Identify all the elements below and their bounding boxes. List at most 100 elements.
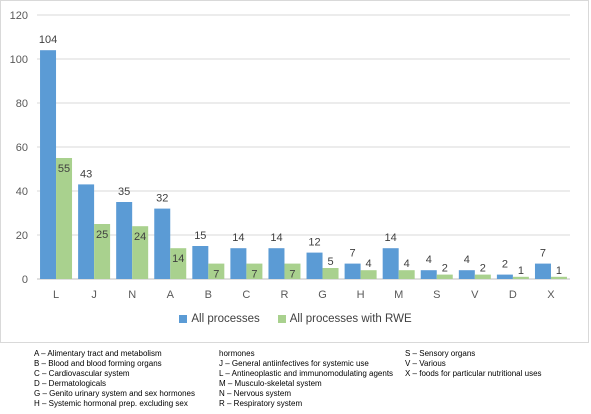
bar-all-processes	[192, 246, 209, 279]
code-line: A – Alimentary tract and metabolism	[34, 349, 162, 358]
code-column-1: A – Alimentary tract and metabolism B – …	[34, 349, 195, 410]
bar-all-processes	[40, 50, 57, 280]
y-tick-label: 0	[22, 274, 28, 286]
y-tick-label: 100	[10, 54, 28, 66]
bar-all-processes	[496, 274, 513, 279]
x-tick-label: B	[205, 289, 212, 301]
bar-rwe	[94, 224, 111, 279]
bar-rwe	[170, 248, 187, 279]
bar-all-processes	[230, 248, 247, 279]
code-line: hormones	[219, 349, 255, 358]
code-line: D – Dermatologicals	[34, 379, 107, 389]
data-label-rwe: 24	[134, 231, 146, 243]
code-line: B – Blood and blood forming organs	[34, 359, 162, 369]
bar-all-processes	[534, 263, 551, 279]
code-line: N – Nervous system	[219, 389, 292, 399]
y-tick-label: 80	[16, 98, 28, 110]
bar-rwe	[512, 276, 529, 279]
bar-all-processes	[458, 270, 475, 279]
code-line: G – Genito urinary system and sex hormon…	[34, 389, 195, 399]
data-label-rwe: 1	[556, 265, 562, 277]
code-line: X – foods for particular nutritional use…	[405, 369, 542, 379]
data-label-all-processes: 14	[385, 232, 397, 244]
data-label-rwe: 4	[404, 258, 410, 270]
data-label-all-processes: 43	[80, 168, 92, 180]
legend-label-rwe: All processes with RWE	[289, 313, 412, 325]
bar-rwe	[474, 274, 491, 279]
x-tick-label: V	[471, 289, 479, 301]
code-line: M – Musculo-skeletal system	[219, 379, 322, 389]
data-label-rwe: 7	[289, 269, 295, 281]
bar-all-processes	[382, 248, 399, 279]
bar-rwe	[208, 263, 225, 279]
data-label-rwe: 55	[58, 163, 70, 175]
data-label-rwe: 2	[442, 263, 448, 275]
chart-legend: All processes All processes with RWE	[0, 313, 591, 325]
data-label-all-processes: 14	[232, 232, 244, 244]
bar-all-processes	[78, 184, 95, 279]
bar-all-processes	[154, 208, 171, 279]
data-label-all-processes: 104	[39, 34, 57, 46]
data-label-rwe: 25	[96, 229, 108, 241]
data-label-rwe: 7	[251, 269, 257, 281]
data-label-rwe: 2	[480, 263, 486, 275]
code-line: S – Sensory organs	[405, 349, 476, 358]
legend-swatch-rwe	[277, 315, 286, 323]
y-tick-label: 60	[16, 142, 28, 154]
bar-all-processes	[420, 270, 437, 279]
legend-label-all-processes: All processes	[191, 313, 260, 325]
x-tick-label: L	[53, 289, 59, 301]
bar-rwe	[132, 226, 149, 279]
code-column-2: hormones J – General antiinfectives for …	[219, 349, 393, 410]
bar-rwe	[246, 263, 263, 279]
x-tick-label: J	[91, 289, 97, 301]
code-line: J – General antiinfectives for systemic …	[219, 359, 369, 369]
code-line: H – Systemic hormonal prep. excluding se…	[34, 399, 188, 409]
bar-chart: 02040608010012010455L4325J3524N3214A157B…	[10, 10, 570, 301]
legend-item-rwe: All processes with RWE	[277, 313, 412, 325]
data-label-all-processes: 14	[270, 232, 282, 244]
data-label-rwe: 1	[518, 265, 524, 277]
bar-rwe	[398, 270, 415, 279]
bar-rwe	[284, 263, 301, 279]
data-label-all-processes: 4	[426, 254, 432, 266]
data-label-all-processes: 4	[464, 254, 470, 266]
data-label-all-processes: 7	[540, 248, 546, 260]
data-label-all-processes: 12	[308, 237, 320, 249]
x-tick-label: R	[280, 289, 288, 301]
data-label-all-processes: 15	[194, 230, 206, 242]
legend-swatch-all-processes	[179, 315, 188, 323]
data-label-rwe: 14	[172, 253, 184, 265]
data-label-all-processes: 2	[502, 259, 508, 271]
code-line: C – Cardiovascular system	[34, 369, 130, 379]
bar-rwe	[360, 270, 377, 279]
x-tick-label: N	[128, 289, 136, 301]
x-tick-label: A	[167, 289, 175, 301]
bar-all-processes	[344, 263, 361, 279]
bar-all-processes	[268, 248, 285, 279]
x-tick-label: H	[357, 289, 365, 301]
data-label-rwe: 5	[327, 256, 333, 268]
x-tick-label: D	[509, 289, 517, 301]
bar-all-processes	[116, 202, 133, 279]
data-label-all-processes: 32	[156, 193, 168, 205]
data-label-all-processes: 35	[118, 186, 130, 198]
x-tick-label: C	[242, 289, 250, 301]
data-label-rwe: 4	[366, 258, 372, 270]
bar-rwe	[322, 268, 339, 279]
bar-all-processes	[306, 252, 323, 279]
y-tick-label: 20	[16, 230, 28, 242]
y-tick-label: 120	[10, 10, 28, 22]
code-line: R – Respiratory system	[219, 399, 303, 409]
code-column-3: S – Sensory organs V – Various X – foods…	[405, 349, 542, 379]
bar-rwe	[550, 276, 567, 279]
code-line: L – Antineoplastic and immunomodulating …	[219, 369, 394, 379]
bar-rwe	[436, 274, 453, 279]
code-line: V – Various	[405, 359, 446, 369]
x-tick-label: S	[433, 289, 440, 301]
chart-frame	[0, 0, 589, 343]
data-label-rwe: 7	[213, 269, 219, 281]
bar-rwe	[56, 158, 73, 279]
y-tick-label: 40	[16, 186, 28, 198]
legend-item-all-processes: All processes	[179, 313, 260, 325]
